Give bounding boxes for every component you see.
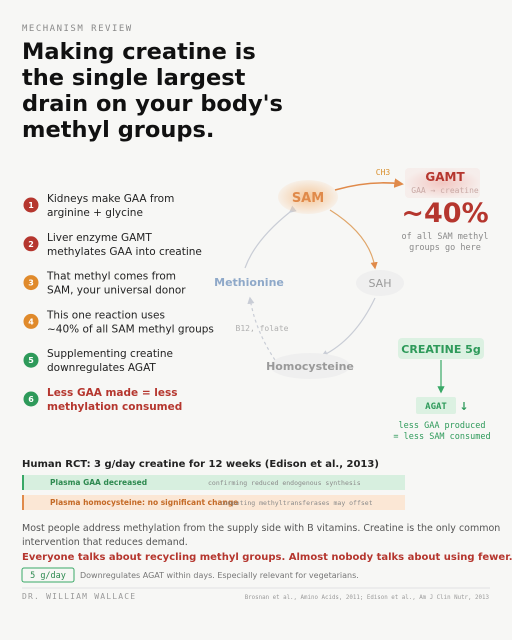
step-number: 6: [28, 395, 34, 404]
cycle-diagram: SAM CH3 SAH Methionine Homocysteine B12,…: [214, 168, 491, 442]
node: Homocysteine: [266, 360, 354, 373]
step-number: 3: [28, 279, 34, 288]
title-line: drain on your body's: [22, 91, 283, 117]
node: Methionine: [214, 276, 284, 289]
sources: Brosnan et al., Amino Acids, 2011; Ediso…: [245, 595, 490, 601]
step-number: 1: [28, 201, 34, 210]
step-text: This one reaction uses: [46, 309, 165, 321]
rct-row: [22, 475, 405, 490]
creatine-note: less GAA produced: [399, 421, 486, 431]
rct-row-accent: [22, 495, 24, 510]
step-text: Kidneys make GAA from: [47, 193, 174, 205]
creatine-note: = less SAM consumed: [393, 432, 490, 442]
body-text: intervention that reduces demand.: [22, 537, 188, 548]
step-number: 2: [28, 240, 34, 249]
step-badge: [23, 197, 39, 213]
node: SAH: [369, 277, 392, 290]
step-number: 5: [28, 356, 34, 365]
steps: 1 Kidneys make GAA from arginine + glycine…: [23, 193, 214, 413]
step-text: That methyl comes from: [46, 271, 176, 283]
step-text: ~40% of all SAM methyl groups: [47, 323, 214, 335]
agat-label: AGAT: [425, 402, 447, 412]
gamt-note: of all SAM methyl: [402, 232, 489, 242]
kicker: MECHANISM REVIEW: [22, 24, 133, 34]
rct-note: competing methyltransferases may offset: [220, 499, 373, 507]
rct-finding: Plasma homocysteine: no significant chan…: [50, 498, 238, 507]
step-text: methylates GAA into creatine: [47, 246, 202, 258]
step-text: Supplementing creatine: [47, 348, 173, 360]
arrow: [244, 205, 297, 269]
rct-row: [22, 495, 405, 510]
creatine-label: CREATINE 5g: [401, 343, 480, 356]
node-bg: [356, 270, 404, 296]
node-bg: [278, 180, 338, 214]
step-badge: [23, 352, 39, 368]
arrow: [320, 297, 376, 357]
step-badge: [23, 275, 39, 291]
title-line: Making creatine is: [22, 39, 256, 65]
gamt-box: [405, 168, 480, 198]
step-badge: [23, 313, 39, 329]
rct-row-accent: [22, 475, 24, 490]
step-text: SAM, your universal donor: [47, 285, 186, 297]
tag: 5 g/day: [30, 571, 66, 581]
agat-box: [416, 397, 456, 414]
rct-finding: Plasma GAA decreased: [50, 478, 147, 487]
title-line: methyl groups.: [22, 117, 214, 143]
step-badge: [23, 236, 39, 252]
gamt-share: ~40%: [401, 198, 488, 229]
edge-label: B12, folate: [236, 324, 289, 333]
node: SAM: [292, 191, 324, 206]
gamt-label: GAMT: [425, 170, 465, 184]
rct-title: Human RCT: 3 g/day creatine for 12 weeks…: [22, 459, 379, 470]
rct-note: confirming reduced endogenous synthesis: [208, 479, 361, 487]
step-text: methylation consumed: [47, 401, 182, 413]
arrow: [329, 209, 378, 270]
step-text: Liver enzyme GAMT: [47, 232, 152, 244]
step-badge: [23, 391, 39, 407]
edge-label: CH3: [376, 168, 391, 177]
step-text: arginine + glycine: [47, 207, 143, 219]
tag-box: [21, 567, 75, 583]
step-text: Less GAA made = less: [47, 387, 178, 399]
gamt-note: groups go here: [409, 243, 481, 253]
tag-note: Downregulates AGAT within days. Especial…: [80, 571, 359, 580]
arrow: [334, 178, 404, 191]
step-text: downregulates AGAT: [47, 362, 156, 374]
author: DR. WILLIAM WALLACE: [22, 592, 136, 601]
gamt-reaction: GAA → creatine: [411, 186, 479, 195]
arrow: [247, 296, 276, 361]
title-line: the single largest: [22, 65, 246, 91]
agat-arrow: ↓: [459, 400, 468, 413]
creatine-box: [398, 338, 484, 359]
highlight: Everyone talks about recycling methyl gr…: [22, 552, 512, 563]
step-number: 4: [28, 317, 34, 326]
body-text: Most people address methylation from the…: [22, 523, 500, 534]
node-bg: [270, 353, 350, 379]
